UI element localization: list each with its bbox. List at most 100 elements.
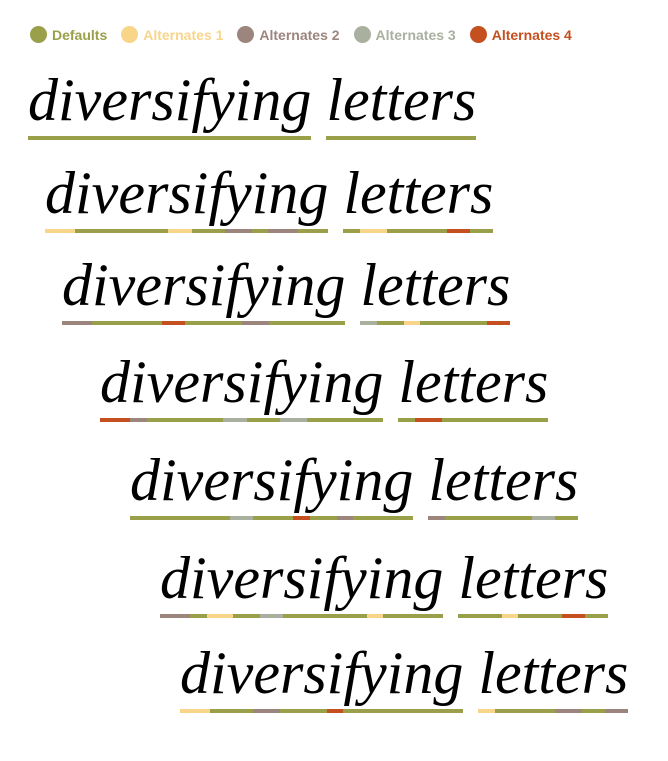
glyph: e <box>474 352 502 422</box>
alternates-4-swatch-icon <box>469 26 487 43</box>
glyph: f <box>191 70 209 140</box>
glyph <box>383 352 398 422</box>
glyph: r <box>229 450 254 520</box>
glyph: l <box>398 352 415 422</box>
specimen-line: diversifying letters <box>180 643 629 713</box>
legend-defaults: Defaults <box>30 26 107 43</box>
specimen-line: diversifying letters <box>100 352 549 422</box>
glyph: f <box>225 255 243 325</box>
glyph: e <box>415 352 442 422</box>
glyph: i <box>130 352 147 422</box>
glyph: r <box>501 352 525 422</box>
glyph: y <box>242 255 269 325</box>
glyph: r <box>259 548 284 618</box>
glyph: n <box>323 352 354 422</box>
glyph: i <box>75 163 92 233</box>
glyph: l <box>360 255 377 325</box>
glyph: s <box>486 255 511 325</box>
legend-alternates-1: Alternates 1 <box>121 26 223 43</box>
glyph: y <box>360 643 387 713</box>
glyph: s <box>253 450 277 520</box>
glyph: v <box>176 450 204 520</box>
glyph: y <box>280 352 307 422</box>
glyph: r <box>199 352 224 422</box>
glyph: g <box>433 643 464 713</box>
legend-alternates-4: Alternates 4 <box>469 26 572 43</box>
glyph: e <box>360 163 387 233</box>
glyph: r <box>279 643 304 713</box>
glyph: d <box>180 643 210 713</box>
glyph: e <box>504 450 532 520</box>
glyph: r <box>161 255 186 325</box>
glyph: t <box>471 450 489 520</box>
glyph: s <box>604 643 629 713</box>
alternates-1-swatch-icon <box>121 26 139 43</box>
glyph: s <box>584 548 609 618</box>
glyph: d <box>160 548 190 618</box>
glyph: e <box>445 450 472 520</box>
glyph: t <box>458 352 475 422</box>
glyph <box>328 163 343 233</box>
glyph <box>463 643 478 713</box>
glyph: i <box>306 352 324 422</box>
glyph: g <box>413 548 444 618</box>
glyph: s <box>223 352 247 422</box>
glyph: v <box>206 548 234 618</box>
glyph: e <box>203 450 230 520</box>
glyph: v <box>108 255 136 325</box>
glyph: r <box>581 643 605 713</box>
glyph: s <box>524 352 549 422</box>
glyph: t <box>518 548 535 618</box>
legend-label: Alternates 2 <box>259 26 340 43</box>
glyph: l <box>343 163 360 233</box>
glyph: d <box>62 255 92 325</box>
glyph: n <box>403 643 434 713</box>
glyph: t <box>369 70 387 140</box>
glyph: r <box>446 163 470 233</box>
glyph: r <box>463 255 487 325</box>
glyph: e <box>253 643 280 713</box>
glyph: r <box>127 70 152 140</box>
glyph: i <box>174 70 192 140</box>
glyph: v <box>226 643 254 713</box>
glyph: l <box>326 70 343 140</box>
legend-label: Alternates 4 <box>491 26 572 43</box>
glyph: f <box>323 548 341 618</box>
specimen-line: diversifying letters <box>160 548 609 618</box>
glyph: i <box>366 548 384 618</box>
glyph: t <box>521 643 539 713</box>
glyph: l <box>428 450 445 520</box>
glyph <box>413 450 428 520</box>
glyph: i <box>246 352 264 422</box>
glyph: i <box>191 163 209 233</box>
glyph: e <box>554 643 582 713</box>
glyph: g <box>281 70 312 140</box>
glyph: t <box>501 548 519 618</box>
glyph: n <box>383 548 414 618</box>
glyph: e <box>135 255 162 325</box>
glyph: t <box>386 163 404 233</box>
glyph: r <box>531 450 555 520</box>
glyph: s <box>168 163 192 233</box>
glyph: e <box>343 70 370 140</box>
glyph: f <box>293 450 311 520</box>
glyph: e <box>419 163 447 233</box>
glyph <box>443 548 458 618</box>
glyph: g <box>298 163 329 233</box>
glyph <box>345 255 360 325</box>
glyph: i <box>276 450 294 520</box>
glyph: t <box>403 163 420 233</box>
glyph: g <box>383 450 414 520</box>
glyph: t <box>386 70 403 140</box>
glyph: f <box>263 352 281 422</box>
glyph: i <box>336 450 354 520</box>
glyph: s <box>303 643 327 713</box>
glyph: n <box>285 255 316 325</box>
glyph: r <box>144 163 169 233</box>
glyph: i <box>326 643 344 713</box>
glyph: y <box>208 70 235 140</box>
glyph: i <box>251 163 269 233</box>
glyph: e <box>118 163 145 233</box>
glyph: e <box>173 352 200 422</box>
glyph: d <box>28 70 58 140</box>
